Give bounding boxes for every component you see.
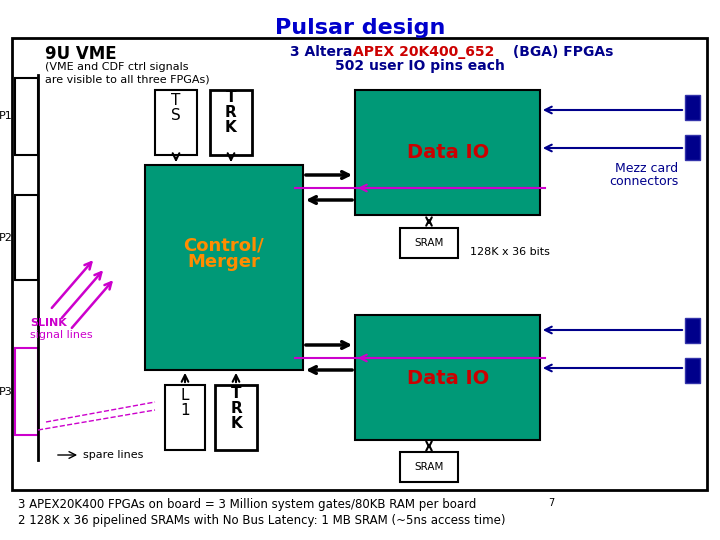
Bar [355, 315, 540, 440]
Text: P2: P2 [0, 233, 13, 243]
Text: 2 128K x 36 pipelined SRAMs with No Bus Latency: 1 MB SRAM (~5ns access time): 2 128K x 36 pipelined SRAMs with No Bus … [18, 514, 505, 527]
Bar [15, 78, 38, 155]
Text: Merger: Merger [188, 253, 261, 271]
Bar [145, 165, 303, 370]
Text: P3: P3 [0, 387, 13, 397]
Text: connectors: connectors [608, 175, 678, 188]
Text: T: T [171, 93, 181, 108]
Text: Data IO: Data IO [407, 368, 489, 388]
Text: Pulsar design: Pulsar design [275, 18, 445, 38]
Bar [685, 95, 700, 120]
Bar [155, 90, 197, 155]
Bar [12, 38, 707, 490]
Text: R: R [225, 105, 237, 120]
Text: 3 APEX20K400 FPGAs on board = 3 Million system gates/80KB RAM per board: 3 APEX20K400 FPGAs on board = 3 Million … [18, 498, 480, 511]
Text: 9U VME: 9U VME [45, 45, 117, 63]
Text: APEX 20K400_652: APEX 20K400_652 [353, 45, 495, 59]
Text: S: S [171, 108, 181, 123]
Bar [685, 358, 700, 383]
Bar [165, 385, 205, 450]
Text: are visible to all three FPGAs): are visible to all three FPGAs) [45, 74, 210, 84]
Bar [400, 452, 458, 482]
Bar [215, 385, 257, 450]
Text: K: K [230, 416, 242, 431]
Text: (VME and CDF ctrl signals: (VME and CDF ctrl signals [45, 62, 189, 72]
Text: SRAM: SRAM [414, 238, 444, 248]
Text: Data IO: Data IO [407, 143, 489, 161]
Text: 7: 7 [548, 498, 554, 508]
Text: R: R [230, 401, 242, 416]
Text: P1: P1 [0, 111, 13, 121]
Bar [685, 135, 700, 160]
Bar [15, 348, 38, 435]
Text: T: T [226, 90, 236, 105]
Text: spare lines: spare lines [83, 450, 143, 460]
Text: Mezz card: Mezz card [615, 162, 678, 175]
Text: SRAM: SRAM [414, 462, 444, 472]
Text: signal lines: signal lines [30, 330, 93, 340]
Bar [685, 318, 700, 343]
Text: SLINK: SLINK [30, 318, 67, 328]
Bar [210, 90, 252, 155]
Text: T: T [230, 386, 241, 401]
Text: 128K x 36 bits: 128K x 36 bits [470, 247, 550, 257]
Text: 1: 1 [180, 403, 190, 418]
Text: (BGA) FPGAs: (BGA) FPGAs [508, 45, 613, 59]
Text: 502 user IO pins each: 502 user IO pins each [335, 59, 505, 73]
Bar [400, 228, 458, 258]
Bar [15, 195, 38, 280]
Text: L: L [181, 388, 189, 403]
Text: Control/: Control/ [184, 236, 264, 254]
Bar [355, 90, 540, 215]
Text: 3 Altera: 3 Altera [290, 45, 357, 59]
Text: K: K [225, 120, 237, 135]
